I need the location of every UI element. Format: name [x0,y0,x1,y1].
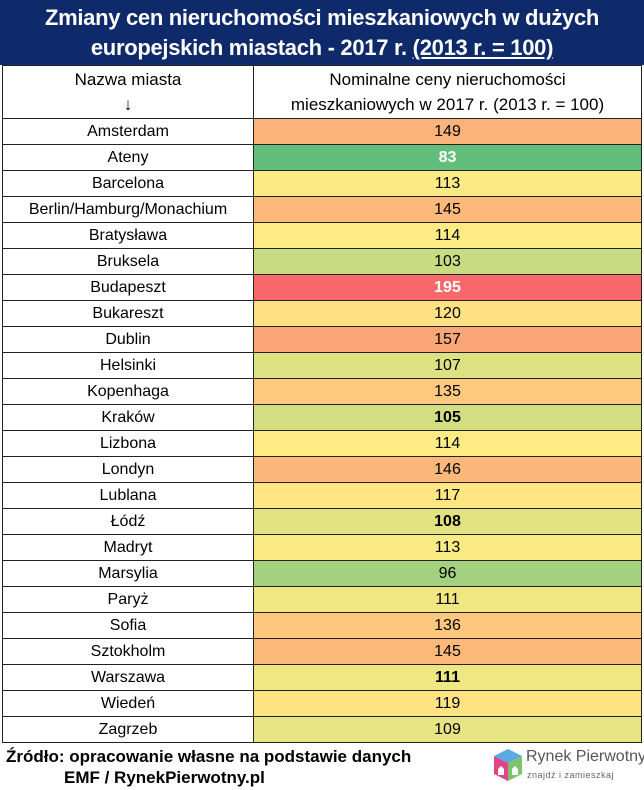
city-cell: Warszawa [2,664,254,691]
city-cell: Budapeszt [2,274,254,301]
arrow-down-icon: ↓ [123,95,133,114]
logo: Rynek Pierwotny znajdź i zamieszkaj [492,747,644,787]
header-city: Nazwa miasta ↓ [2,65,254,119]
title-base-year: (2013 r. = 100) [412,35,554,60]
table-row: Bukareszt 120 [2,300,642,327]
value-cell: 157 [253,326,642,353]
title-line-1: Zmiany cen nieruchomości mieszkaniowych … [44,5,600,30]
value-cell: 113 [253,170,642,197]
value-cell: 119 [253,690,642,717]
table-row: Sztokholm 145 [2,638,642,665]
city-cell: Marsylia [2,560,254,587]
city-cell: Dublin [2,326,254,353]
city-cell: Łódź [2,508,254,535]
source-line-1: Źródło: opracowanie własne na podstawie … [6,747,412,766]
city-cell: Madryt [2,534,254,561]
value-cell: 149 [253,118,642,145]
table-row: Wiedeń 119 [2,690,642,717]
value-cell: 135 [253,378,642,405]
table-row: Kopenhaga 135 [2,378,642,405]
city-cell: Wiedeń [2,690,254,717]
table-row: Łódź 108 [2,508,642,535]
logo-name: Rynek Pierwotny [526,748,644,765]
city-cell: Barcelona [2,170,254,197]
city-cell: Zagrzeb [2,716,254,743]
value-cell: 114 [253,222,642,249]
table-row: Helsinki 107 [2,352,642,379]
city-cell: Berlin/Hamburg/Monachium [2,196,254,223]
title-line-2-text: europejskich miastach - 2017 r. [90,35,413,60]
value-cell: 145 [253,638,642,665]
table-row: Paryż 111 [2,586,642,613]
title-banner: Zmiany cen nieruchomości mieszkaniowych … [0,0,644,65]
value-cell: 109 [253,716,642,743]
table-row: Warszawa 111 [2,664,642,691]
value-cell: 117 [253,482,642,509]
city-cell: Sofia [2,612,254,639]
title-line-2: europejskich miastach - 2017 r. (2013 r.… [0,33,644,63]
header-value-line-1: Nominalne ceny nieruchomości [329,70,566,89]
header-value-line-2: mieszkaniowych w 2017 r. (2013 r. = 100) [290,95,605,114]
value-cell: 120 [253,300,642,327]
value-cell: 111 [253,664,642,691]
value-cell: 195 [253,274,642,301]
city-cell: Sztokholm [2,638,254,665]
value-cell: 113 [253,534,642,561]
value-cell: 146 [253,456,642,483]
logo-tagline: znajdź i zamieszkaj [527,770,615,780]
source-line-2: EMF / RynekPierwotny.pl [64,768,265,787]
header-value: Nominalne ceny nieruchomości mieszkaniowy… [253,65,642,119]
table-row: Barcelona 113 [2,170,642,197]
value-cell: 108 [253,508,642,535]
value-cell: 83 [253,144,642,171]
value-cell: 103 [253,248,642,275]
value-cell: 105 [253,404,642,431]
table-row: Zagrzeb 109 [2,716,642,743]
table-row: Kraków 105 [2,404,642,431]
value-cell: 96 [253,560,642,587]
city-cell: Helsinki [2,352,254,379]
city-cell: Bratysława [2,222,254,249]
table-row: Lizbona 114 [2,430,642,457]
city-cell: Ateny [2,144,254,171]
city-cell: Bukareszt [2,300,254,327]
table-row: Budapeszt 195 [2,274,642,301]
table-row: Lublana 117 [2,482,642,509]
city-cell: Paryż [2,586,254,613]
table-row: Bratysława 114 [2,222,642,249]
table-row: Dublin 157 [2,326,642,353]
value-cell: 107 [253,352,642,379]
header-city-label: Nazwa miasta [74,70,182,89]
city-cell: Lublana [2,482,254,509]
source-note: Źródło: opracowanie własne na podstawie … [6,746,411,788]
logo-cube-icon [494,749,522,781]
price-table: Nazwa miasta ↓ Nominalne ceny nieruchomoś… [2,65,642,743]
city-cell: Amsterdam [2,118,254,145]
city-cell: Kraków [2,404,254,431]
city-cell: Londyn [2,456,254,483]
value-cell: 111 [253,586,642,613]
value-cell: 114 [253,430,642,457]
city-cell: Bruksela [2,248,254,275]
table-row: Berlin/Hamburg/Monachium 145 [2,196,642,223]
value-cell: 136 [253,612,642,639]
value-cell: 145 [253,196,642,223]
table-row: Bruksela 103 [2,248,642,275]
table-row: Ateny 83 [2,144,642,171]
table-row: Madryt 113 [2,534,642,561]
table-row: Amsterdam 149 [2,118,642,145]
city-cell: Lizbona [2,430,254,457]
table-header-row: Nazwa miasta ↓ Nominalne ceny nieruchomoś… [2,65,642,119]
table-row: Londyn 146 [2,456,642,483]
city-cell: Kopenhaga [2,378,254,405]
table-row: Sofia 136 [2,612,642,639]
table-row: Marsylia 96 [2,560,642,587]
